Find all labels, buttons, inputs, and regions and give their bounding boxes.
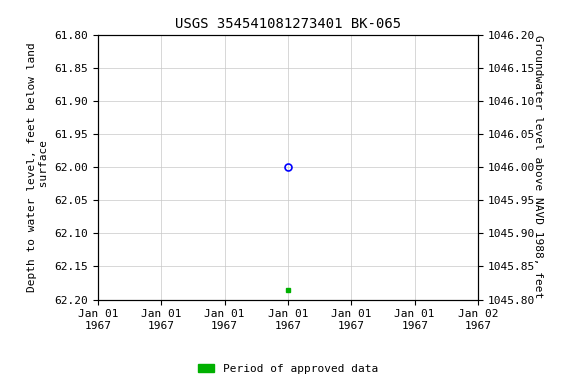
Y-axis label: Groundwater level above NAVD 1988, feet: Groundwater level above NAVD 1988, feet (533, 35, 543, 299)
Legend: Period of approved data: Period of approved data (193, 359, 383, 379)
Title: USGS 354541081273401 BK-065: USGS 354541081273401 BK-065 (175, 17, 401, 31)
Y-axis label: Depth to water level, feet below land
 surface: Depth to water level, feet below land su… (27, 42, 49, 292)
